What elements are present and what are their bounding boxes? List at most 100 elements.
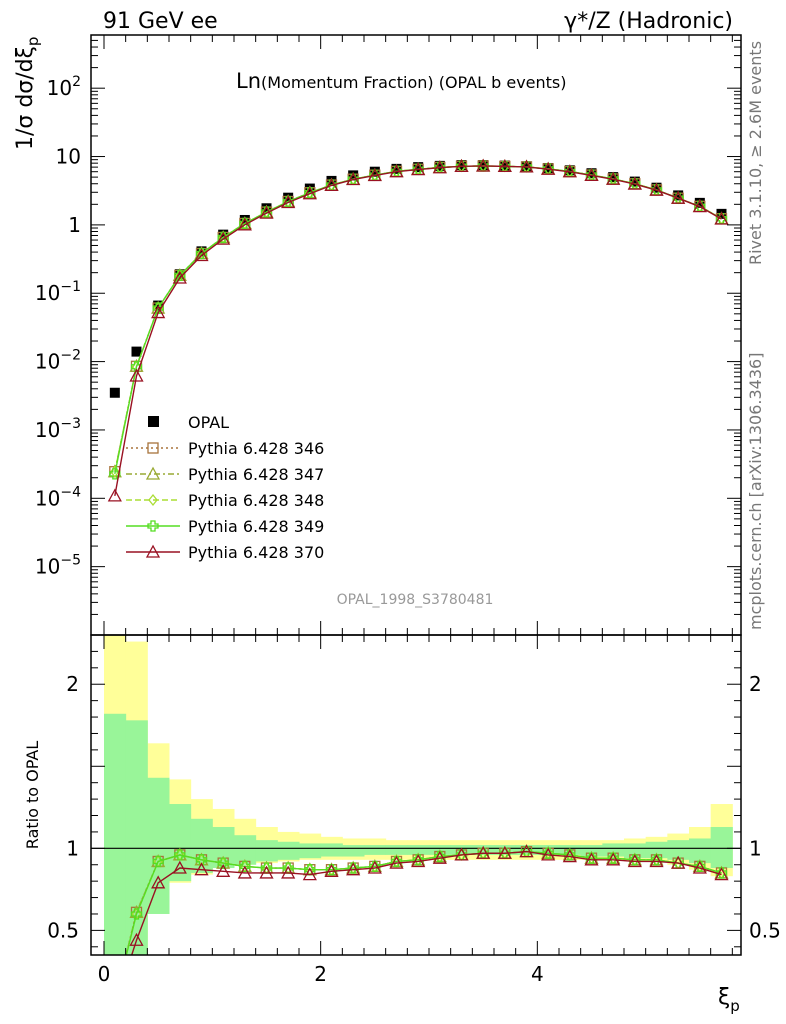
green-band-bin: [104, 713, 127, 955]
series-point: [110, 465, 120, 478]
ratio-y-tick-label-right: 0.5: [749, 918, 781, 942]
ratio-series-point: [584, 852, 599, 866]
series-point: [324, 178, 339, 192]
ratio-series-point: [454, 847, 469, 861]
analysis-watermark: OPAL_1998_S3780481: [337, 592, 494, 608]
series-point: [606, 171, 621, 185]
main-title-main: Ln: [236, 69, 261, 93]
y-tick-label: 10−2: [35, 348, 81, 374]
green-band-bin: [277, 841, 300, 860]
series-point: [714, 211, 729, 225]
y-axis-label-main: 1/σ dσ/dξ: [13, 46, 38, 150]
ratio-series-line: [130, 850, 722, 955]
legend: OPAL Pythia 6.428 346 Pythia 6.428 347 Pyth…: [126, 413, 324, 562]
legend-marker-data: [148, 416, 159, 427]
series-point: [432, 160, 447, 174]
series-point: [476, 158, 491, 172]
ratio-series-point: [606, 852, 621, 866]
y-tick-label: 10−5: [35, 553, 81, 579]
series-line: [114, 165, 722, 496]
data-point: [131, 346, 142, 357]
green-band-bin: [645, 841, 668, 859]
green-band-bin: [494, 845, 517, 855]
ratio-series-point: [476, 845, 491, 859]
data-point: [673, 190, 684, 201]
rivet-label: Rivet 3.1.10, ≥ 2.6M events: [746, 41, 765, 265]
green-band-bin: [169, 804, 192, 882]
series-point: [671, 190, 686, 204]
data-point: [348, 170, 359, 181]
green-band-bin: [472, 845, 495, 855]
data-point: [564, 165, 575, 176]
main-title-sub: (Momentum Fraction) (OPAL b events): [261, 73, 566, 92]
x-tick-label: 0: [98, 962, 111, 986]
ratio-series-point: [541, 847, 556, 861]
data-point: [218, 229, 229, 240]
legend-marker: [145, 466, 161, 480]
ratio-series-point: [194, 862, 209, 876]
green-band-bin: [147, 777, 170, 914]
data-point: [608, 172, 619, 183]
green-band-bin: [125, 720, 148, 955]
ratio-series-point: [281, 865, 296, 879]
legend-marker: [147, 520, 159, 532]
y-tick-label: 10−4: [35, 484, 81, 510]
ratio-panel: [91, 635, 741, 955]
green-band-bin: [407, 845, 430, 855]
ratio-series-point: [324, 863, 339, 877]
series-point: [454, 158, 469, 172]
data-point: [109, 387, 120, 398]
series-point: [172, 270, 187, 284]
data-point: [478, 160, 489, 171]
ratio-series-point: [259, 865, 274, 879]
ratio-series-point: [649, 854, 664, 868]
series-point: [302, 186, 317, 200]
data-point: [629, 176, 640, 187]
ratio-series-point: [174, 849, 186, 861]
series-point: [346, 172, 361, 186]
ratio-series-point: [195, 854, 208, 866]
series-point: [237, 217, 252, 231]
green-band-bin: [689, 838, 712, 864]
series-point: [389, 164, 404, 178]
green-band-bin: [255, 840, 278, 862]
legend-label: Pythia 6.428 349: [188, 517, 324, 536]
series-point: [497, 159, 512, 173]
legend-label: Pythia 6.428 346: [188, 439, 324, 458]
data-point: [434, 160, 445, 171]
ratio-series-point: [411, 854, 426, 868]
series-point: [151, 305, 166, 319]
legend-marker: [147, 442, 159, 454]
green-band-bin: [515, 845, 538, 855]
ratio-series-point: [497, 845, 512, 859]
data-point: [499, 160, 510, 171]
ratio-series-line: [125, 850, 722, 955]
series-point: [584, 168, 599, 182]
data-point: [586, 168, 597, 179]
mcplots-label: mcplots.cern.ch [arXiv:1306.3436]: [746, 353, 765, 630]
green-band-bin: [234, 835, 257, 865]
series-point: [541, 161, 556, 175]
legend-label: Pythia 6.428 370: [188, 543, 324, 562]
legend-label: Pythia 6.428 348: [188, 491, 324, 510]
main-title: Ln(Momentum Fraction) (OPAL b events): [236, 69, 567, 93]
y-tick-label: 10−1: [35, 279, 81, 305]
header-left: 91 GeV ee: [103, 9, 218, 34]
green-band-bin: [385, 845, 408, 855]
x-axis-label-sub: p: [730, 997, 740, 1015]
series-point: [627, 176, 642, 190]
ratio-series-point: [714, 867, 729, 881]
series-point: [109, 468, 121, 480]
ratio-series-point: [129, 932, 144, 946]
data-point: [651, 182, 662, 193]
green-band-bin: [710, 827, 733, 869]
ratio-series-point: [130, 908, 143, 920]
series-point: [129, 368, 144, 382]
ratio-series-point: [627, 854, 642, 868]
ratio-series-point: [151, 875, 166, 889]
header-right: γ*/Z (Hadronic): [564, 9, 733, 34]
ratio-frame: [90, 634, 742, 956]
green-band-bin: [580, 845, 603, 857]
y-tick-label: 10: [56, 145, 81, 169]
series-point: [649, 182, 664, 196]
